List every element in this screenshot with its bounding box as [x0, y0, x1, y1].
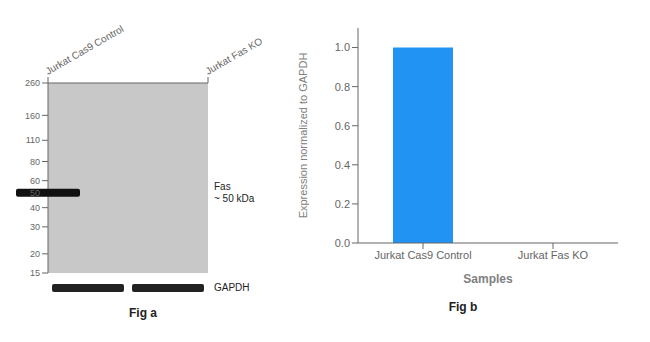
svg-text:Expression normalized to GAPDH: Expression normalized to GAPDH: [297, 53, 309, 219]
svg-text:0.6: 0.6: [335, 120, 350, 132]
svg-text:Jurkat Fas KO: Jurkat Fas KO: [204, 35, 265, 77]
html-text:Fig b: Fig b: [448, 300, 478, 314]
svg-text:30: 30: [30, 222, 40, 232]
svg-text:20: 20: [30, 249, 40, 259]
svg-text:Samples: Samples: [463, 272, 513, 286]
svg-text:15: 15: [30, 268, 40, 278]
svg-text:160: 160: [25, 111, 40, 121]
svg-text:60: 60: [30, 176, 40, 186]
svg-text:110: 110: [26, 135, 40, 145]
svg-text:Jurkat Cas9 Control: Jurkat Cas9 Control: [374, 249, 471, 261]
svg-text:Fas~ 50 kDa: Fas~ 50 kDa: [214, 180, 255, 203]
svg-text:0.8: 0.8: [335, 81, 350, 93]
svg-text:GAPDH: GAPDH: [214, 282, 250, 293]
svg-text:50: 50: [30, 188, 40, 198]
svg-text:Jurkat Cas9 Control: Jurkat Cas9 Control: [44, 23, 126, 77]
svg-text:0.4: 0.4: [335, 159, 350, 171]
svg-text:0.2: 0.2: [335, 198, 350, 210]
svg-text:0.0: 0.0: [335, 237, 350, 249]
svg-text:Jurkat Fas KO: Jurkat Fas KO: [518, 249, 589, 261]
svg-text:80: 80: [30, 157, 40, 167]
svg-text:260: 260: [25, 78, 40, 88]
svg-text:1.0: 1.0: [335, 41, 350, 53]
svg-text:40: 40: [30, 203, 40, 213]
html-text:Fig a: Fig a: [129, 306, 157, 320]
